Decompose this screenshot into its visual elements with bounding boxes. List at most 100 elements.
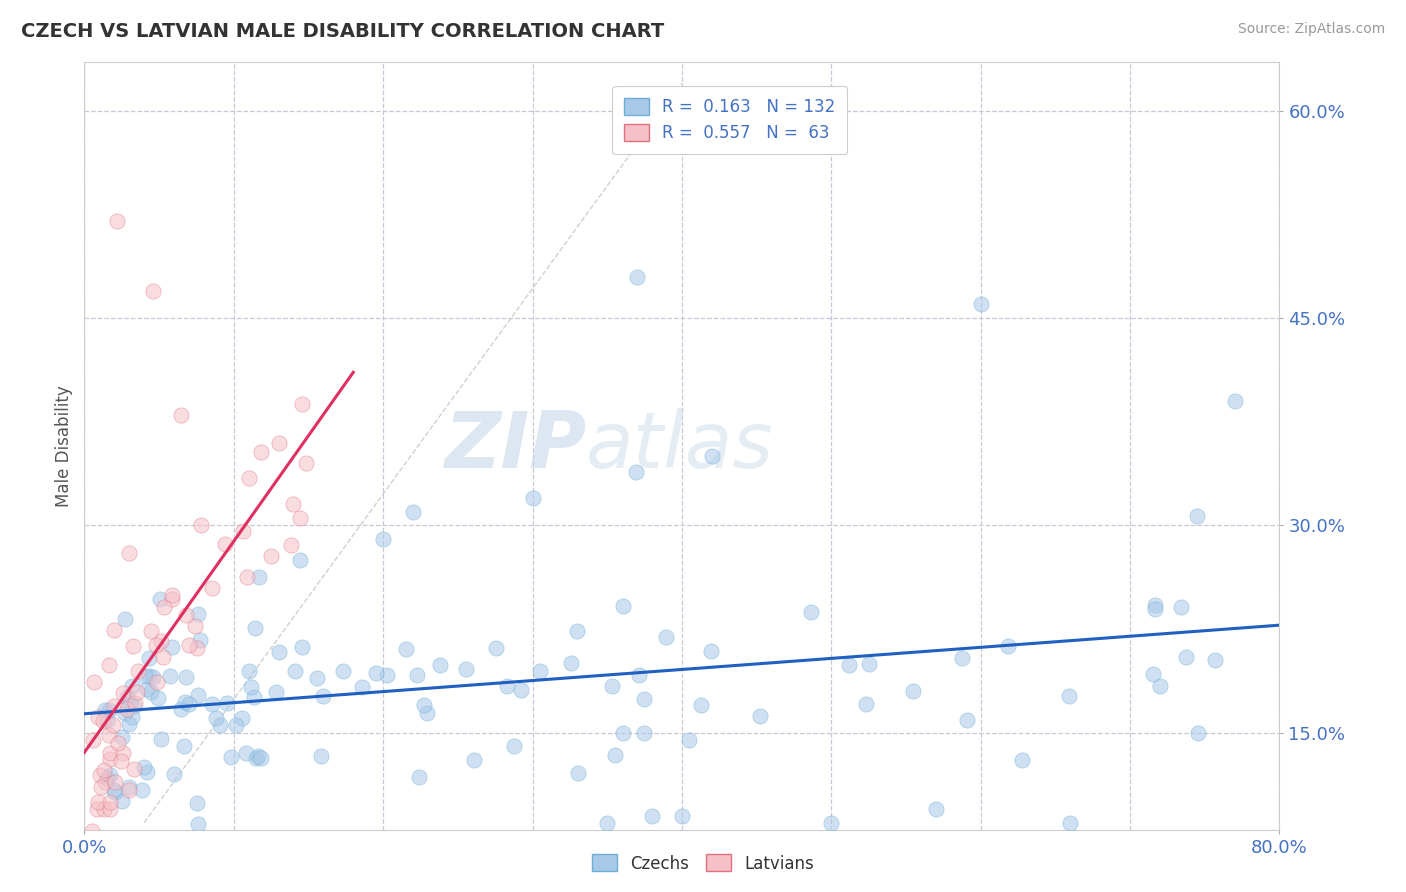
Point (96, 714, 118, 728)
Point (111, 746, 134, 760)
Point (134, 669, 156, 683)
Point (160, 588, 183, 602)
Point (820, 815, 842, 830)
Point (605, 748, 627, 763)
Point (98, 768, 121, 782)
Point (350, 680, 373, 694)
Point (124, 696, 146, 710)
Point (225, 718, 247, 732)
Point (91, 714, 114, 729)
Point (235, 570, 257, 584)
Point (93, 763, 115, 777)
Point (800, 605, 823, 619)
Point (238, 664, 260, 678)
Point (627, 668, 650, 682)
Point (97, 728, 120, 742)
Point (98, 746, 121, 760)
Point (105, 214, 128, 228)
Point (311, 690, 333, 704)
Point (950, 651, 973, 665)
Point (373, 533, 395, 547)
Point (375, 668, 398, 682)
Point (118, 546, 141, 560)
Point (402, 505, 425, 519)
Text: ZIP: ZIP (444, 408, 586, 484)
Point (633, 726, 655, 740)
Point (1059, 815, 1081, 830)
Point (90, 780, 112, 794)
Point (429, 657, 451, 672)
Point (110, 754, 132, 768)
Point (496, 679, 519, 693)
Point (280, 538, 302, 552)
Point (288, 511, 311, 525)
Point (858, 657, 880, 672)
Legend: R =  0.163   N = 132, R =  0.557   N =  63: R = 0.163 N = 132, R = 0.557 N = 63 (612, 87, 848, 154)
Point (855, 697, 877, 711)
Point (641, 809, 664, 823)
Point (503, 739, 526, 753)
Point (1175, 650, 1198, 665)
Point (111, 794, 134, 808)
Point (510, 683, 533, 698)
Text: Source: ZipAtlas.com: Source: ZipAtlas.com (1237, 22, 1385, 37)
Point (152, 599, 174, 614)
Point (145, 638, 167, 652)
Point (408, 770, 430, 784)
Point (101, 718, 124, 732)
Y-axis label: Male Disability: Male Disability (55, 385, 73, 507)
Point (125, 685, 148, 699)
Point (956, 713, 979, 727)
Point (260, 549, 283, 563)
Point (80, 823, 103, 838)
Point (1143, 601, 1166, 615)
Point (118, 697, 141, 711)
Point (612, 726, 634, 740)
Point (122, 698, 145, 713)
Point (295, 456, 318, 470)
Point (291, 397, 314, 411)
Point (97, 703, 120, 717)
Point (1057, 689, 1080, 703)
Point (1142, 666, 1164, 681)
Point (215, 696, 238, 710)
Point (160, 640, 183, 655)
Point (118, 780, 141, 794)
Point (111, 686, 134, 700)
Point (925, 802, 948, 816)
Point (121, 710, 143, 724)
Point (290, 640, 312, 654)
Point (463, 753, 485, 767)
Point (1011, 753, 1033, 767)
Point (600, 679, 623, 693)
Point (89, 767, 111, 781)
Text: atlas: atlas (586, 408, 775, 484)
Point (309, 748, 332, 763)
Point (560, 657, 582, 671)
Point (177, 638, 200, 652)
Point (288, 552, 311, 566)
Point (174, 670, 197, 684)
Point (118, 783, 141, 797)
Point (970, 297, 993, 311)
Point (174, 607, 197, 622)
Point (997, 639, 1019, 653)
Point (406, 668, 429, 682)
Point (633, 692, 655, 706)
Point (179, 698, 201, 712)
Point (142, 284, 165, 298)
Point (170, 408, 193, 422)
Point (671, 809, 693, 823)
Point (100, 795, 122, 809)
Point (250, 751, 273, 765)
Point (187, 688, 209, 702)
Point (219, 749, 242, 764)
Point (1143, 598, 1166, 612)
Point (159, 669, 181, 683)
Point (264, 685, 287, 699)
Point (94, 703, 117, 717)
Point (242, 690, 264, 705)
Point (247, 570, 270, 584)
Text: CZECH VS LATVIAN MALE DISABILITY CORRELATION CHART: CZECH VS LATVIAN MALE DISABILITY CORRELA… (21, 22, 665, 41)
Point (103, 782, 125, 797)
